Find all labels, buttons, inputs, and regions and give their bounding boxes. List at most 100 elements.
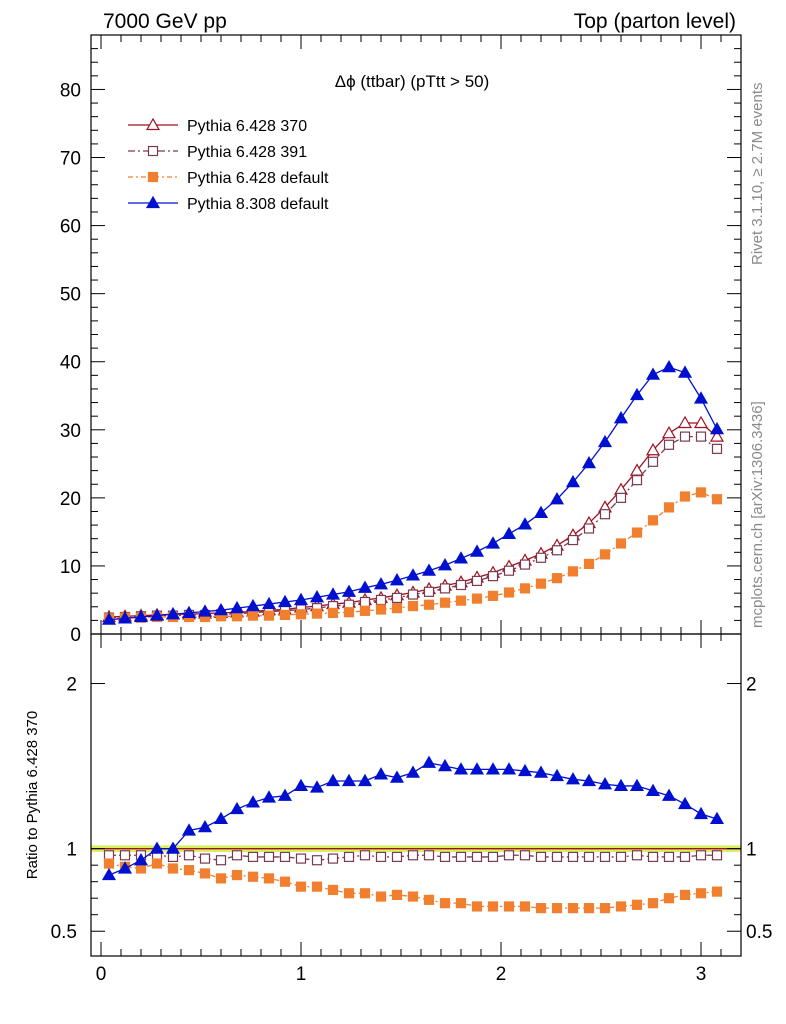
legend-label: Pythia 6.428 default: [187, 170, 329, 187]
mcplots-reference-text: mcplots.cern.ch [arXiv:1306.3436]: [749, 401, 766, 628]
data-point: [663, 502, 675, 513]
ratio-data-point: [231, 869, 243, 881]
ratio-data-point: [709, 811, 725, 825]
ratio-data-point: [565, 772, 581, 785]
main-plot-ticks: 0 10 20 30 40 50 60 70 80: [60, 35, 741, 646]
ratio-data-point: [629, 778, 645, 792]
data-point: [645, 367, 661, 380]
ratio-data-point: [213, 811, 229, 825]
ratio-data-point: [423, 850, 435, 861]
ratio-y-tick-label-right: 0.5: [746, 922, 772, 943]
ratio-data-point: [391, 851, 403, 863]
ratio-y-tick-label-right: 2: [746, 675, 757, 696]
ratio-data-point: [183, 850, 195, 861]
ratio-data-point: [183, 865, 195, 876]
legend: Pythia 6.428 370 Pythia 6.428 391 Pythia 6…: [128, 117, 329, 213]
data-point: [535, 552, 547, 563]
data-point: [501, 526, 517, 540]
ratio-data-point: [293, 778, 309, 792]
data-point: [631, 475, 643, 486]
ratio-y-tick-label-right: 1: [746, 840, 757, 861]
data-point: [439, 583, 451, 594]
ratio-data-point: [663, 893, 675, 904]
data-point: [439, 597, 451, 608]
legend-marker: [145, 195, 161, 209]
data-point: [533, 505, 549, 518]
ratio-data-point: [407, 850, 419, 861]
ratio-data-point: [325, 773, 341, 787]
data-point: [181, 605, 197, 618]
ratio-data-point: [261, 790, 277, 803]
data-point: [519, 559, 531, 570]
y-tick-label: 80: [60, 80, 81, 101]
ratio-data-point: [119, 850, 131, 861]
x-tick-label: 1: [296, 964, 307, 985]
data-point: [423, 586, 435, 597]
ratio-data-point: [133, 853, 149, 866]
ratio-data-point: [311, 881, 323, 892]
ratio-data-point: [535, 903, 547, 914]
ratio-data-point: [149, 841, 165, 854]
data-point: [405, 568, 421, 581]
data-point: [487, 571, 499, 582]
data-point: [551, 545, 563, 556]
data-point: [375, 594, 387, 606]
data-point: [295, 609, 307, 620]
ratio-data-point: [455, 851, 467, 863]
data-point: [581, 455, 597, 469]
data-point: [453, 551, 469, 564]
ratio-data-point: [551, 903, 563, 914]
ratio-data-point: [167, 863, 179, 874]
data-point: [519, 583, 531, 594]
data-point: [517, 517, 533, 530]
ratio-data-point: [165, 841, 181, 854]
ratio-data-point: [583, 903, 595, 914]
data-point: [677, 365, 693, 378]
ratio-data-point: [295, 881, 307, 892]
ratio-data-point: [167, 851, 179, 863]
ratio-data-point: [647, 898, 659, 909]
ratio-data-point: [215, 855, 227, 866]
ratio-data-point: [567, 851, 579, 863]
data-point: [421, 563, 437, 576]
ratio-data-point: [279, 876, 291, 887]
ratio-data-point: [343, 888, 355, 899]
data-point: [343, 607, 355, 618]
ratio-data-point: [311, 855, 323, 866]
legend-marker: [145, 117, 161, 131]
legend-label: Pythia 8.308 default: [187, 196, 329, 213]
ratio-data-point: [295, 853, 307, 864]
data-point: [693, 391, 709, 404]
x-tick-label: 3: [696, 964, 707, 985]
ratio-data-point: [389, 770, 405, 783]
ratio-data-point: [181, 823, 197, 836]
data-point: [455, 595, 467, 606]
data-point: [679, 491, 691, 502]
ratio-data-point: [263, 851, 275, 863]
ratio-data-point: [405, 765, 421, 778]
ratio-data-point: [101, 867, 117, 881]
data-point: [375, 604, 387, 615]
data-point: [359, 605, 371, 616]
ratio-data-point: [661, 788, 677, 801]
ratio-data-point: [455, 898, 467, 909]
data-point: [437, 558, 453, 571]
data-point: [389, 573, 405, 586]
ratio-data-point: [503, 901, 515, 912]
ratio-data-point: [679, 889, 691, 901]
ratio-data-point: [551, 851, 563, 863]
data-point: [695, 487, 707, 498]
ratio-y-tick-label: 2: [66, 675, 77, 696]
ratio-data-point: [151, 858, 163, 869]
ratio-plot-ticks: 0.5 0.5 1 1 2 2 0 1 2 3: [51, 634, 772, 985]
ratio-data-point: [517, 763, 533, 777]
ratio-data-point: [613, 778, 629, 792]
ratio-data-point: [453, 762, 469, 775]
data-point: [309, 590, 325, 603]
ratio-data-point: [471, 901, 483, 912]
data-point: [679, 431, 691, 442]
y-tick-label: 60: [60, 217, 81, 238]
ratio-data-point: [583, 851, 595, 863]
ratio-data-point: [693, 806, 709, 820]
